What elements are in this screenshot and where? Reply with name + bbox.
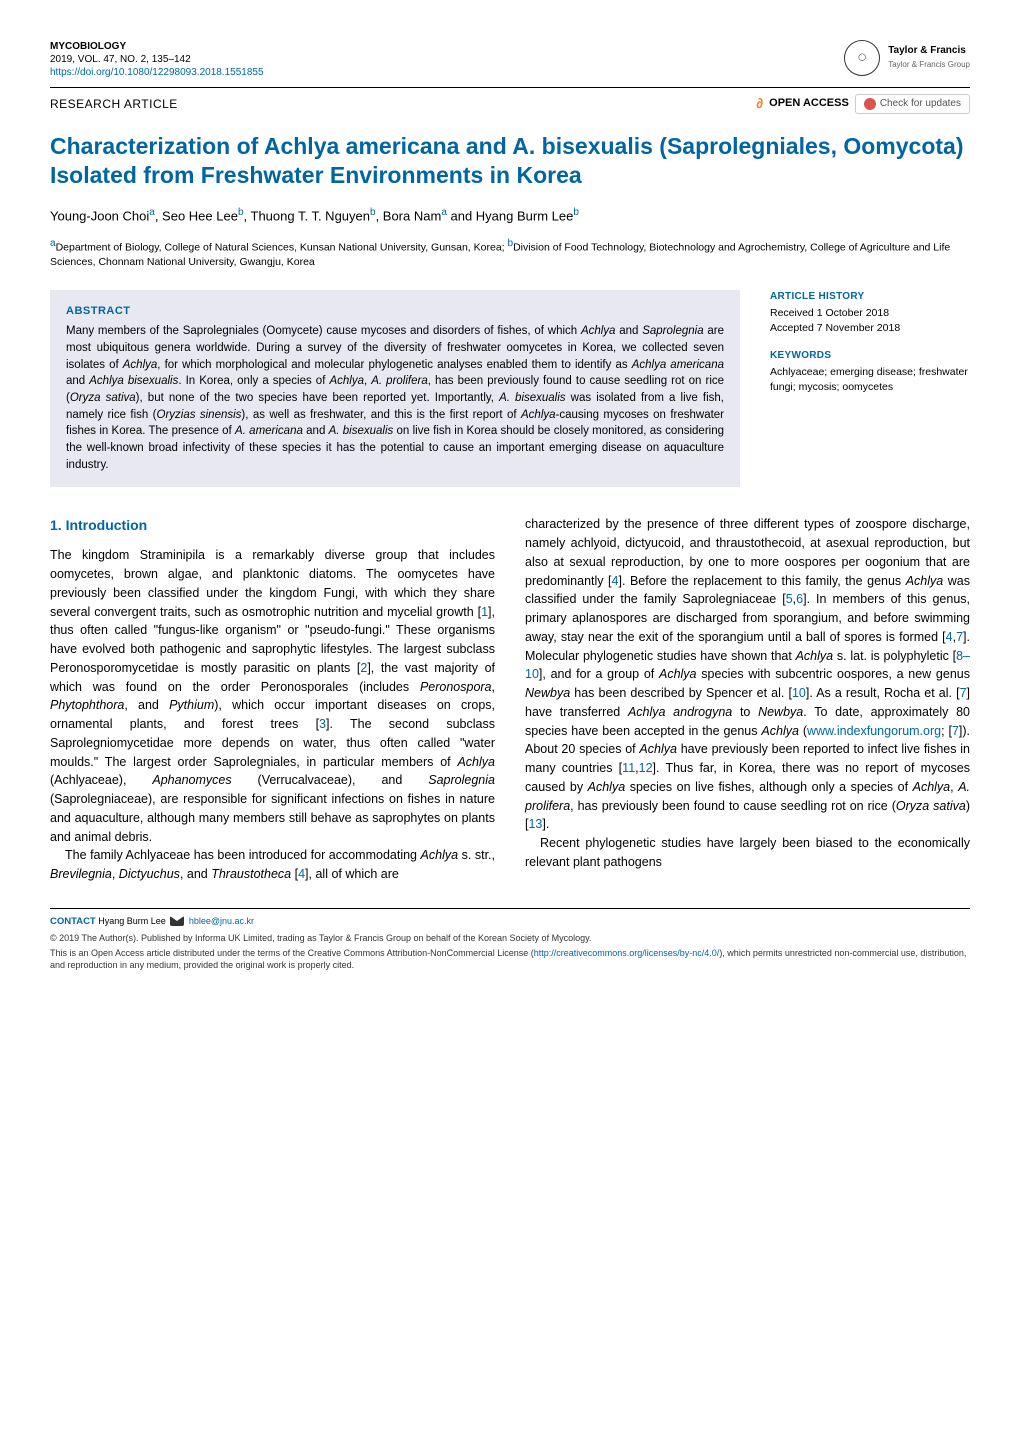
email-icon: [170, 916, 184, 926]
intro-p1: The kingdom Straminipila is a remarkably…: [50, 546, 495, 846]
check-updates-button[interactable]: Check for updates: [855, 94, 970, 114]
history-accepted: Accepted 7 November 2018: [770, 321, 970, 336]
access-badges: ∂ OPEN ACCESS Check for updates: [756, 94, 970, 114]
publisher-name: Taylor & Francis: [888, 44, 970, 58]
article-history-block: ARTICLE HISTORY Received 1 October 2018 …: [770, 290, 970, 335]
article-title: Characterization of Achlya americana and…: [50, 132, 970, 190]
abstract-text: Many members of the Saprolegniales (Oomy…: [66, 323, 724, 473]
copyright-line: © 2019 The Author(s). Published by Infor…: [50, 932, 970, 944]
journal-doi[interactable]: https://doi.org/10.1080/12298093.2018.15…: [50, 66, 264, 79]
check-updates-icon: [864, 98, 876, 110]
open-access-icon: ∂: [756, 94, 763, 114]
check-updates-label: Check for updates: [880, 97, 961, 111]
article-type: RESEARCH ARTICLE: [50, 96, 178, 113]
keywords-heading: KEYWORDS: [770, 349, 970, 363]
abstract-row: ABSTRACT Many members of the Saprolegnia…: [50, 290, 970, 487]
keywords-block: KEYWORDS Achlyaceae; emerging disease; f…: [770, 349, 970, 394]
journal-info: MYCOBIOLOGY 2019, VOL. 47, NO. 2, 135–14…: [50, 40, 264, 79]
contact-name: Hyang Burm Lee: [98, 916, 166, 926]
contact-email[interactable]: hblee@jnu.ac.kr: [189, 916, 254, 926]
page-container: MYCOBIOLOGY 2019, VOL. 47, NO. 2, 135–14…: [0, 0, 1020, 1011]
column-left: 1. Introduction The kingdom Straminipila…: [50, 515, 495, 884]
journal-citation: 2019, VOL. 47, NO. 2, 135–142: [50, 53, 264, 66]
header-top: MYCOBIOLOGY 2019, VOL. 47, NO. 2, 135–14…: [50, 40, 970, 79]
intro-heading: 1. Introduction: [50, 515, 495, 536]
journal-name: MYCOBIOLOGY: [50, 40, 264, 53]
article-type-row: RESEARCH ARTICLE ∂ OPEN ACCESS Check for…: [50, 87, 970, 114]
authors: Young-Joon Choia, Seo Hee Leeb, Thuong T…: [50, 206, 970, 226]
body-columns: 1. Introduction The kingdom Straminipila…: [50, 515, 970, 884]
open-access-label: OPEN ACCESS: [769, 96, 849, 111]
license-line: This is an Open Access article distribut…: [50, 947, 970, 971]
publisher-sub: Taylor & Francis Group: [888, 60, 970, 69]
affiliations: aDepartment of Biology, College of Natur…: [50, 237, 970, 270]
keywords-text: Achlyaceae; emerging disease; freshwater…: [770, 365, 970, 394]
contact-label: CONTACT: [50, 916, 96, 927]
publisher-text: Taylor & Francis Taylor & Francis Group: [888, 44, 970, 72]
intro-p3: characterized by the presence of three d…: [525, 515, 970, 834]
abstract-heading: ABSTRACT: [66, 304, 724, 319]
intro-p2: The family Achlyaceae has been introduce…: [50, 846, 495, 884]
sidebar: ARTICLE HISTORY Received 1 October 2018 …: [770, 290, 970, 487]
article-history-heading: ARTICLE HISTORY: [770, 290, 970, 304]
column-right: characterized by the presence of three d…: [525, 515, 970, 884]
abstract-box: ABSTRACT Many members of the Saprolegnia…: [50, 290, 740, 487]
history-received: Received 1 October 2018: [770, 306, 970, 321]
footer: CONTACT Hyang Burm Lee hblee@jnu.ac.kr ©…: [50, 908, 970, 971]
society-logo-icon: ◯: [844, 40, 880, 76]
publisher-logos: ◯ Taylor & Francis Taylor & Francis Grou…: [844, 40, 970, 76]
intro-p4: Recent phylogenetic studies have largely…: [525, 834, 970, 872]
contact-line: CONTACT Hyang Burm Lee hblee@jnu.ac.kr: [50, 915, 970, 929]
